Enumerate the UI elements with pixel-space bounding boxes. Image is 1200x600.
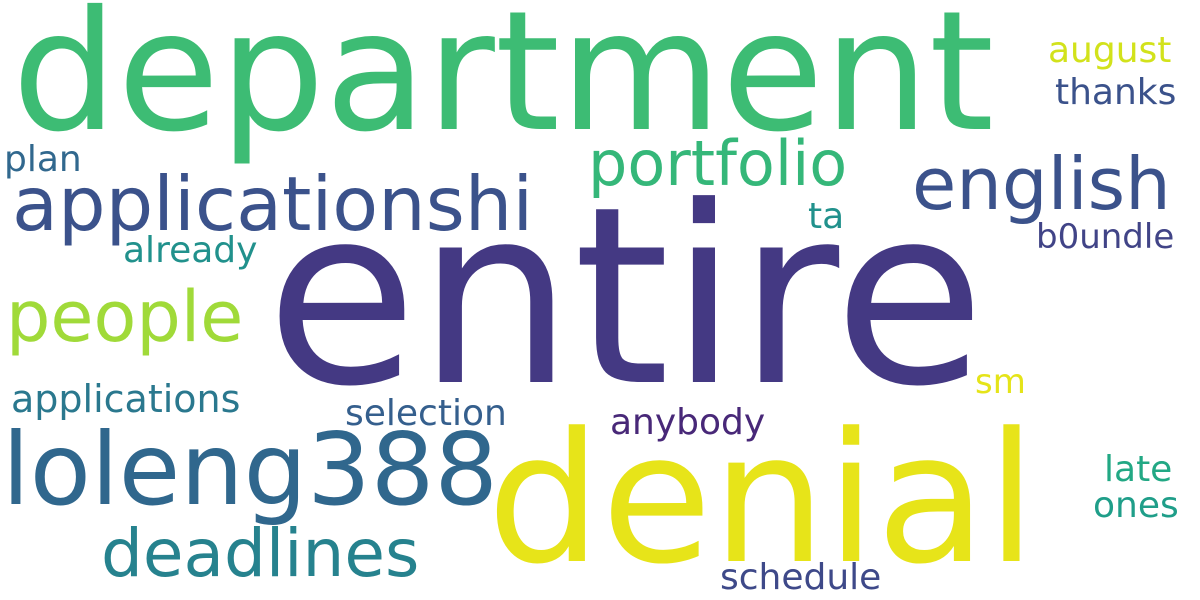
word-applications: applications xyxy=(11,377,241,421)
word-people: people xyxy=(6,276,244,358)
word-applicationshi: applicationshi xyxy=(12,160,534,248)
word-denial: denial xyxy=(487,395,1037,600)
word-sm: sm xyxy=(975,362,1026,402)
word-august: august xyxy=(1048,30,1172,71)
word-plan: plan xyxy=(4,139,82,180)
word-deadlines: deadlines xyxy=(101,515,420,592)
word-b0undle: b0undle xyxy=(1036,217,1175,257)
word-ones: ones xyxy=(1093,485,1179,526)
word-already: already xyxy=(123,230,258,271)
word-late: late xyxy=(1104,449,1173,490)
word-ta: ta xyxy=(808,196,845,237)
word-anybody: anybody xyxy=(610,402,766,443)
word-portfolio: portfolio xyxy=(588,127,848,200)
word-thanks: thanks xyxy=(1055,72,1177,113)
word-department: department xyxy=(12,0,995,169)
word-selection: selection xyxy=(345,393,507,434)
word-loleng388: loleng388 xyxy=(2,411,498,528)
word-english: english xyxy=(912,142,1171,226)
word-schedule: schedule xyxy=(720,557,882,598)
word-entire: entire xyxy=(266,155,986,441)
